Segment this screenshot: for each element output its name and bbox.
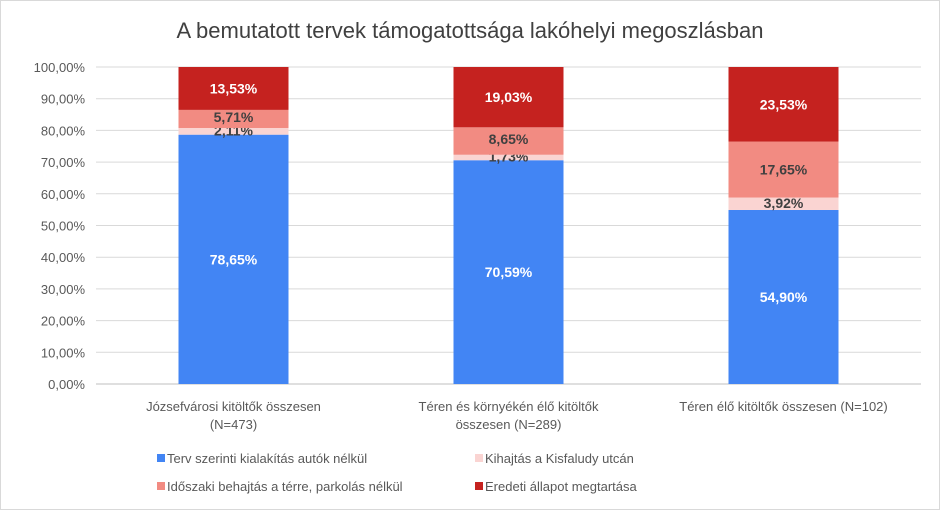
x-category-label: összesen (N=289) (456, 417, 562, 432)
y-tick-label: 80,00% (41, 123, 86, 138)
y-tick-label: 0,00% (48, 377, 85, 392)
data-label: 19,03% (485, 89, 533, 105)
legend-swatch (157, 482, 165, 490)
bar-segment (453, 67, 564, 128)
y-tick-label: 60,00% (41, 187, 86, 202)
bar-segment (453, 127, 564, 155)
legend-swatch (475, 482, 483, 490)
bar-segment (728, 141, 839, 198)
bar-segment (728, 67, 839, 142)
data-label: 23,53% (760, 96, 808, 112)
bar-segment (178, 134, 289, 384)
y-tick-label: 30,00% (41, 282, 86, 297)
bar-segment (178, 109, 289, 128)
x-category-label: Téren élő kitöltők összesen (N=102) (679, 399, 887, 414)
x-category-label: (N=473) (210, 417, 257, 432)
legend-swatch (157, 454, 165, 462)
legend-label: Kihajtás a Kisfaludy utcán (485, 451, 634, 466)
y-tick-label: 50,00% (41, 219, 86, 234)
y-tick-label: 70,00% (41, 155, 86, 170)
x-category-label: Téren és környékén élő kitöltők (419, 399, 599, 414)
data-label: 8,65% (489, 131, 529, 147)
y-tick-label: 100,00% (34, 60, 86, 75)
data-label: 17,65% (760, 162, 808, 178)
legend-label: Eredeti állapot megtartása (485, 479, 638, 494)
data-label: 5,71% (214, 109, 254, 125)
y-tick-label: 20,00% (41, 314, 86, 329)
bar-segment (453, 154, 564, 161)
chart-title: A bemutatott tervek támogatottsága lakóh… (176, 18, 763, 43)
bar-segment (178, 67, 289, 110)
data-label: 70,59% (485, 264, 533, 280)
legend-label: Terv szerinti kialakítás autók nélkül (167, 451, 367, 466)
legend-label: Időszaki behajtás a térre, parkolás nélk… (167, 479, 403, 494)
y-tick-label: 40,00% (41, 250, 86, 265)
bar-segment (728, 197, 839, 210)
bar-segment (453, 160, 564, 384)
data-label: 3,92% (764, 195, 804, 211)
bar-segment (728, 209, 839, 384)
data-label: 54,90% (760, 289, 808, 305)
data-label: 13,53% (210, 80, 258, 96)
y-tick-label: 10,00% (41, 345, 86, 360)
legend-swatch (475, 454, 483, 462)
y-tick-label: 90,00% (41, 92, 86, 107)
bar-segment (178, 127, 289, 135)
data-label: 78,65% (210, 251, 258, 267)
x-category-label: Józsefvárosi kitöltők összesen (146, 399, 321, 414)
